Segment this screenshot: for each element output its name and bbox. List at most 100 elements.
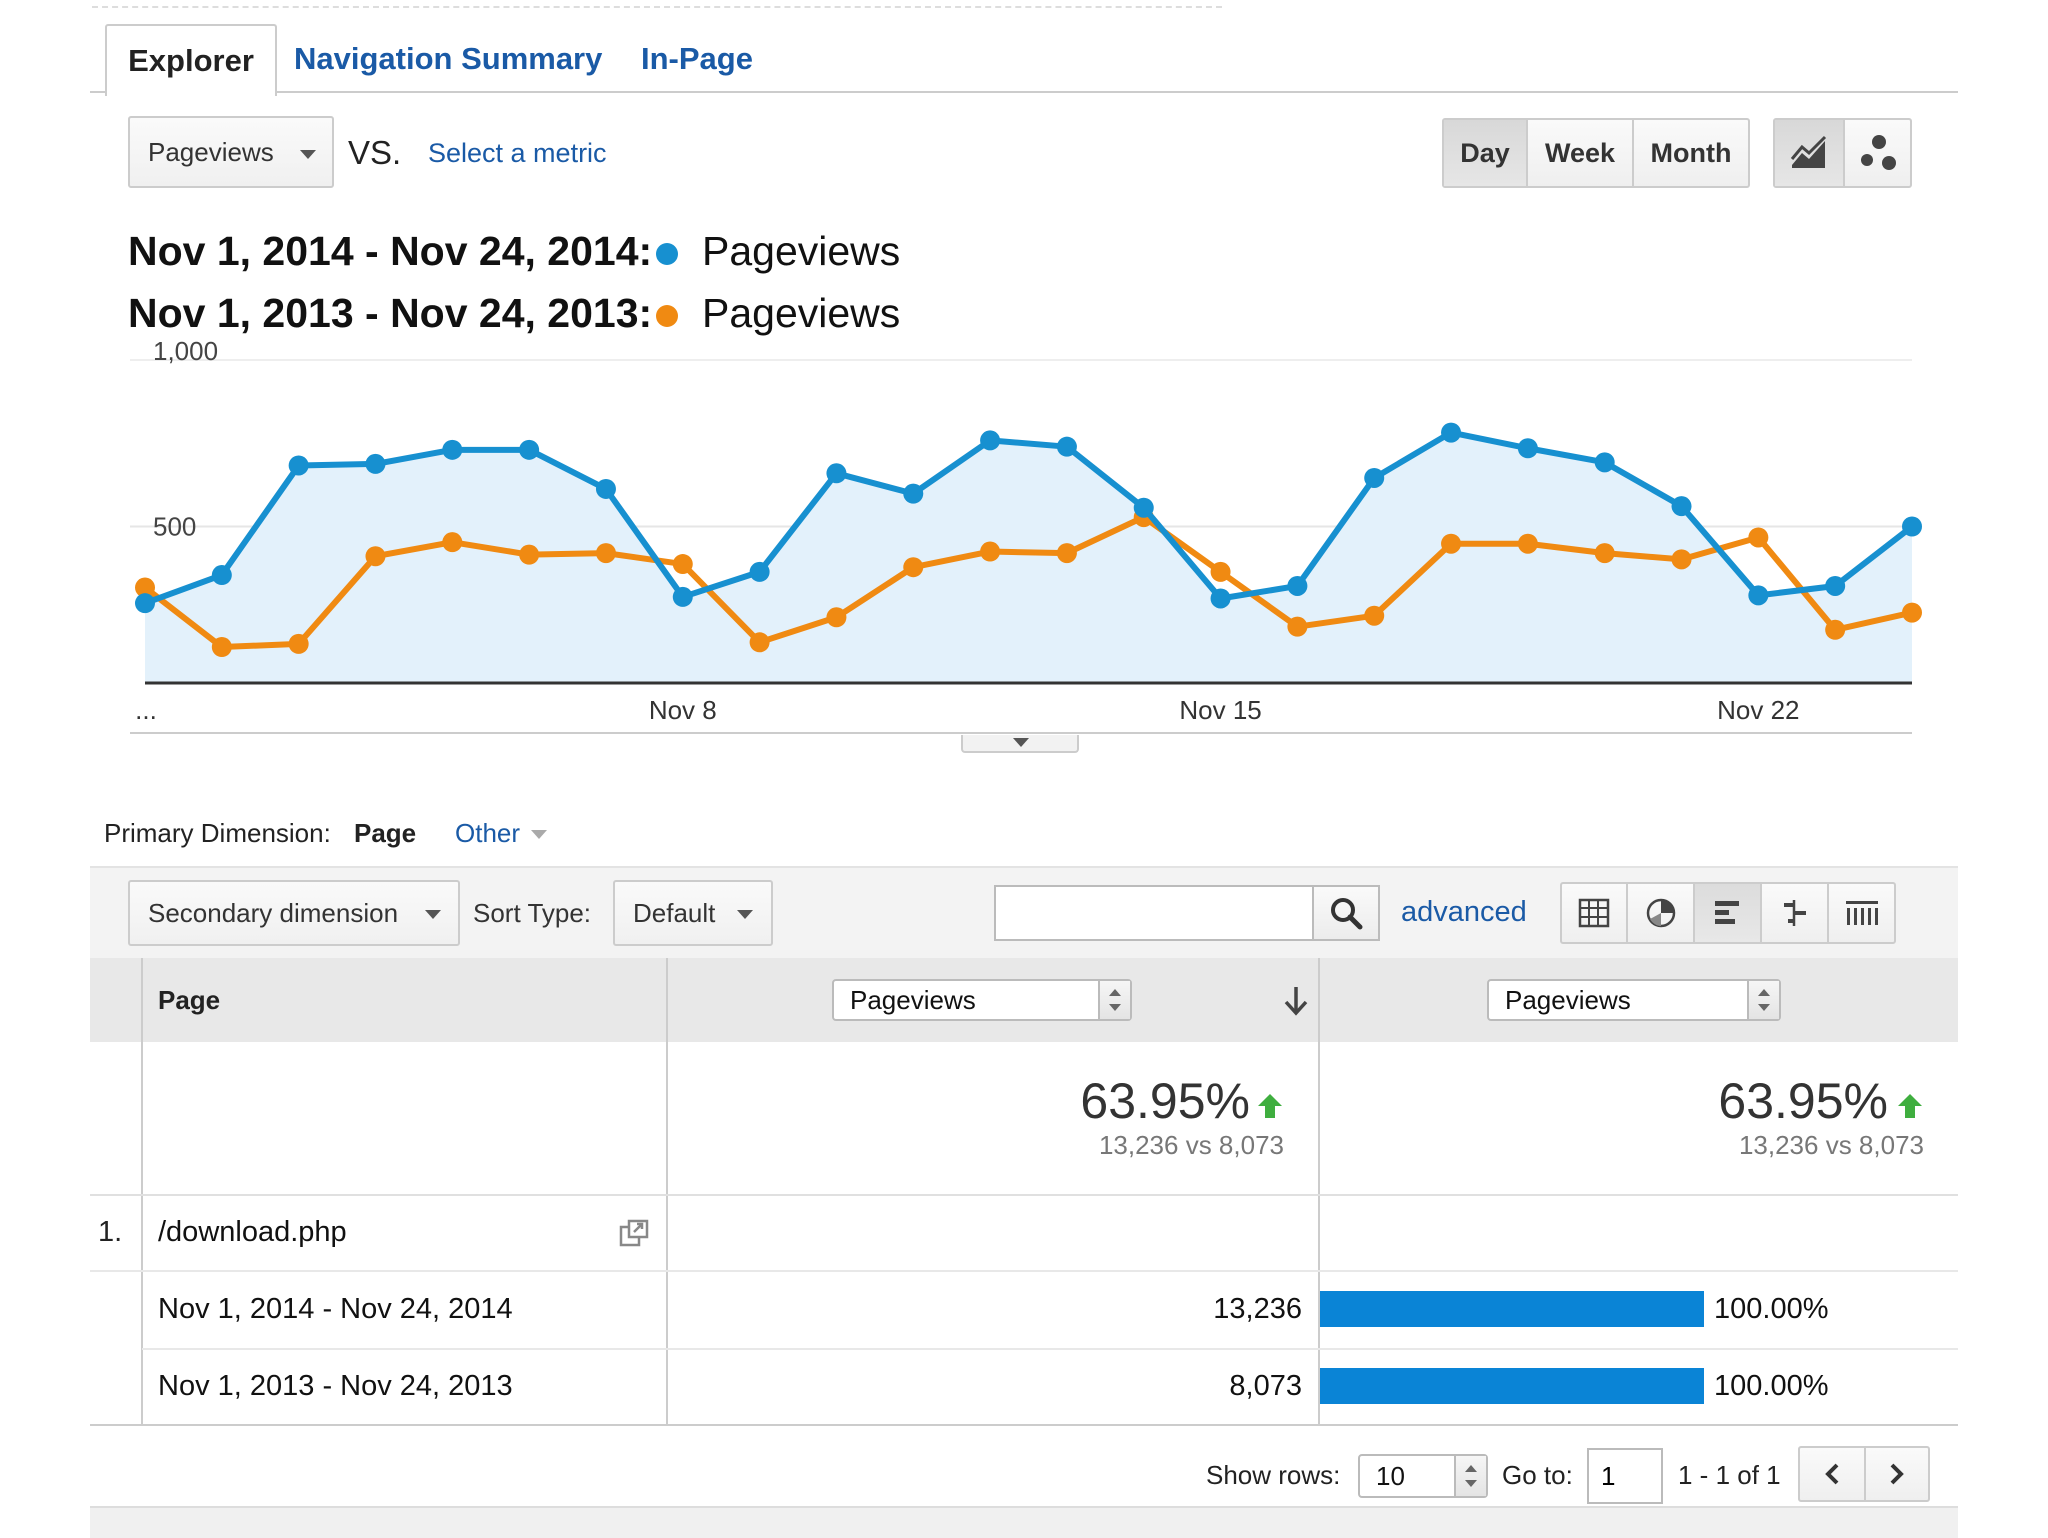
arrow-up-icon <box>1258 1094 1282 1118</box>
page-path-link[interactable]: /download.php <box>158 1216 347 1248</box>
select-metric-link[interactable]: Select a metric <box>428 138 607 168</box>
data-point-previous <box>595 543 616 564</box>
updown-icon <box>1454 1456 1486 1496</box>
data-point-current <box>1056 436 1077 457</box>
arrow-up-icon <box>1898 1094 1922 1118</box>
data-point-current <box>1441 422 1462 443</box>
next-page-button[interactable] <box>1866 1448 1928 1500</box>
data-point-current <box>1671 496 1692 517</box>
table-view-button[interactable] <box>1562 884 1628 942</box>
y-tick-label: 1,000 <box>153 336 218 366</box>
sort-type-value: Default <box>633 897 716 928</box>
data-point-previous <box>1748 527 1769 548</box>
data-point-current <box>135 593 155 614</box>
goto-label: Go to: <box>1502 1460 1573 1490</box>
primary-dimension-page[interactable]: Page <box>354 818 417 848</box>
week-button[interactable]: Week <box>1528 120 1634 186</box>
comparison-view-icon <box>1783 900 1806 926</box>
data-point-previous <box>1594 543 1615 564</box>
data-point-current <box>903 483 924 504</box>
data-point-previous <box>1825 619 1846 640</box>
data-point-current <box>826 463 847 484</box>
month-button[interactable]: Month <box>1650 137 1732 168</box>
chart-type-selector <box>1773 118 1912 188</box>
chart-collapse-handle[interactable] <box>961 735 1079 753</box>
data-point-current <box>1210 588 1231 609</box>
motion-chart-icon <box>1860 135 1896 170</box>
pagination-nav <box>1798 1446 1930 1502</box>
tab-in-page[interactable]: In-Page <box>641 41 753 76</box>
metric-column-2-select[interactable]: Pageviews <box>1487 979 1781 1021</box>
summary-comparison-2: 13,236 vs 8,073 <box>1738 1130 1924 1160</box>
secondary-dimension-dropdown[interactable]: Secondary dimension <box>128 880 460 946</box>
table-search-input[interactable] <box>994 885 1314 941</box>
y-tick-label: 500 <box>153 512 196 542</box>
data-point-current <box>1902 516 1922 537</box>
row-divider <box>90 1270 1958 1272</box>
line-chart-icon <box>1790 135 1827 168</box>
metric-column-2-label: Pageviews <box>1505 984 1631 1015</box>
performance-view-button[interactable] <box>1695 884 1762 942</box>
pie-view-button[interactable] <box>1628 884 1695 942</box>
advanced-filter-link[interactable]: advanced <box>1401 896 1527 928</box>
data-point-previous <box>1902 602 1922 623</box>
legend-dot-current <box>656 243 678 265</box>
data-point-previous <box>1056 543 1077 564</box>
updown-icon <box>1098 981 1130 1019</box>
summary-percent-1: 63.95% <box>1080 1073 1250 1129</box>
summary-comparison-1: 13,236 vs 8,073 <box>1098 1130 1284 1160</box>
summary-percent-2: 63.95% <box>1718 1073 1888 1129</box>
open-page-external-icon[interactable] <box>618 1218 650 1248</box>
period-row-previous: Nov 1, 2013 - Nov 24, 2013 <box>158 1370 513 1402</box>
data-point-previous <box>1671 549 1692 570</box>
data-point-previous <box>749 632 770 653</box>
tab-navigation-summary[interactable]: Navigation Summary <box>294 41 603 76</box>
page-column-header[interactable]: Page <box>158 985 221 1015</box>
sort-type-label: Sort Type: <box>473 898 592 928</box>
x-tick-label: Nov 15 <box>1179 695 1261 725</box>
row-index: 1. <box>98 1216 123 1248</box>
day-button[interactable]: Day <box>1444 120 1528 186</box>
data-point-current <box>980 430 1001 451</box>
sort-descending-icon[interactable] <box>1282 984 1310 1016</box>
tabs-baseline <box>90 91 1958 93</box>
metric-dropdown[interactable]: Pageviews <box>128 116 334 188</box>
metric-column-1-select[interactable]: Pageviews <box>832 979 1132 1021</box>
summary-divider <box>90 1194 1958 1196</box>
series-line-current <box>143 429 1914 607</box>
data-point-previous <box>1210 561 1231 582</box>
performance-view-icon <box>1714 901 1739 924</box>
pageviews-line-chart: 1,000 500... Nov 8 Nov 15 Nov 22 <box>130 336 1922 734</box>
data-point-current <box>442 439 463 460</box>
comparison-view-button[interactable] <box>1762 884 1829 942</box>
x-tick-label: Nov 8 <box>649 695 717 725</box>
data-point-previous <box>211 637 232 658</box>
previous-page-button[interactable] <box>1800 1448 1866 1500</box>
line-chart-button[interactable] <box>1775 120 1845 186</box>
data-point-previous <box>826 607 847 628</box>
legend-range-current: Nov 1, 2014 - Nov 24, 2014: <box>128 228 653 274</box>
pagination-range: 1 - 1 of 1 <box>1678 1460 1781 1490</box>
data-point-previous <box>672 554 693 575</box>
search-button[interactable] <box>1312 885 1380 941</box>
chevron-down-icon <box>425 910 441 919</box>
pivot-view-icon <box>1845 901 1878 925</box>
period-row-previous-value: 8,073 <box>1229 1370 1302 1402</box>
vs-label: VS. <box>348 134 402 171</box>
pivot-view-button[interactable] <box>1829 884 1894 942</box>
show-rows-select[interactable]: 10 <box>1358 1454 1488 1498</box>
show-rows-label: Show rows: <box>1206 1460 1341 1490</box>
period-selector: Day Week Month <box>1442 118 1750 188</box>
period-row-previous-percent: 100.00% <box>1714 1370 1829 1402</box>
metric-dropdown-label: Pageviews <box>148 136 274 167</box>
goto-page-input[interactable] <box>1587 1448 1663 1504</box>
tab-explorer[interactable]: Explorer <box>105 24 277 96</box>
motion-chart-button[interactable] <box>1845 120 1910 186</box>
data-point-previous <box>1441 533 1462 554</box>
series-line-previous <box>143 514 1913 651</box>
data-point-current <box>672 586 693 607</box>
chevron-right-icon <box>1890 1463 1904 1485</box>
period-row-current-value: 13,236 <box>1213 1293 1302 1325</box>
primary-dimension-other[interactable]: Other <box>455 818 547 849</box>
sort-type-dropdown[interactable]: Default <box>613 880 773 946</box>
